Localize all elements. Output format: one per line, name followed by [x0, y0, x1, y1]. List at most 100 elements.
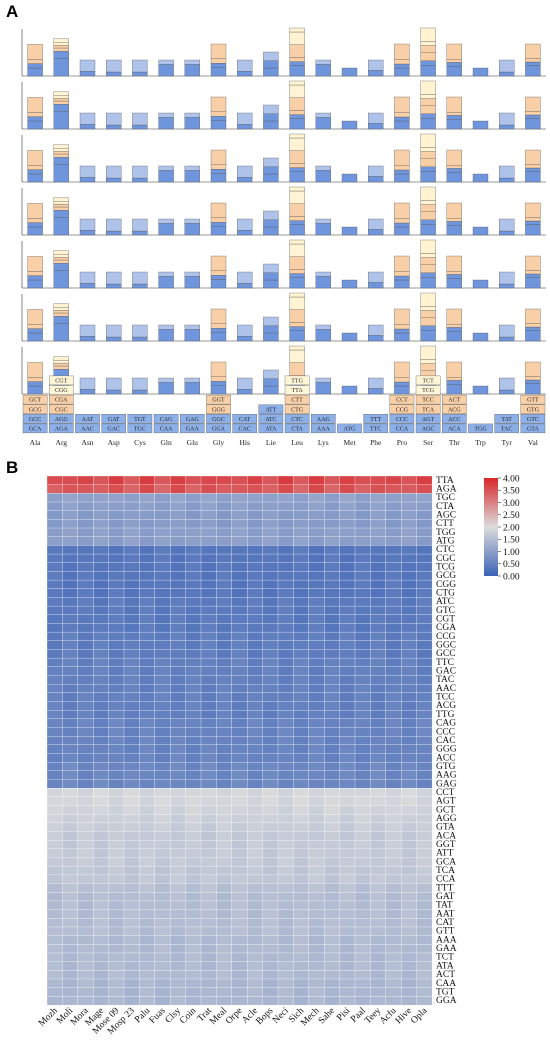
heatmap-cell-GGA-Opla	[416, 996, 433, 1006]
heatmap-cell-TCC-Clsy	[170, 692, 186, 702]
bar-segment-Arg-AGG	[53, 157, 69, 165]
heatmap-row-label-GAT: GAT	[436, 892, 455, 902]
heatmap-cell-CTG-Neci	[277, 588, 294, 598]
heatmap-cell-TCG-Mozh	[46, 562, 63, 572]
heatmap-cell-CAA-Mosp 23	[123, 978, 140, 988]
heatmap-cell-GAG-Acle	[247, 779, 263, 789]
heatmap-cell-CGG-Mech	[308, 579, 325, 589]
codon-label-TCG: TCG	[422, 388, 435, 394]
heatmap-cell-GAG-Teey	[370, 779, 387, 789]
heatmap-cell-AGA-Clsy	[170, 484, 186, 494]
heatmap-cell-TAT-Opla	[416, 900, 433, 910]
heatmap-cell-GCG-Opla	[416, 571, 433, 581]
heatmap-cell-ACG-Sahe	[324, 701, 340, 711]
heatmap-cell-TCA-Mech	[308, 866, 325, 876]
heatmap-cell-GTC-Acle	[247, 605, 263, 616]
bar-segment-Cys-TGC	[132, 230, 148, 236]
bar-segment-Val-GTT	[525, 149, 541, 165]
heatmap-cell-GTA-Clsy	[170, 822, 186, 832]
heatmap-cell-CTA-Paal	[354, 501, 371, 511]
heatmap-cell-GAG-Mech	[308, 779, 325, 789]
codon-cell-CTT	[284, 394, 310, 405]
bar-segment-Phe-TTT	[368, 377, 384, 389]
heatmap-cell-TTA-Teey	[370, 475, 387, 485]
bar-segment-Ser-AGT	[420, 219, 436, 225]
heatmap-cell-AGG-Mose 09	[108, 814, 125, 824]
heatmap-cell-ACT-Fuas	[154, 970, 171, 980]
heatmap-cell-CGC-Trat	[200, 553, 217, 563]
codon-cell-GCG	[22, 404, 48, 414]
bar-segment-Lie-ATT	[263, 104, 279, 114]
bar-segment-Gly-GGT	[210, 361, 227, 377]
bar-segment-Glu-GAA	[184, 276, 200, 289]
codon-label-GGT: GGT	[212, 398, 225, 404]
heatmap-cell-TGT-Trat	[200, 987, 217, 997]
heatmap-cell-CGA-Acle	[247, 623, 263, 633]
heatmap-cell-ATT-Mora	[77, 848, 94, 858]
heatmap-cell-GAT-Coin	[185, 892, 202, 902]
bar-segment-Tyr-TAC	[499, 71, 515, 77]
heatmap-cell-ATT-Sich	[293, 848, 310, 858]
heatmap-cell-AAA-Sahe	[324, 935, 340, 945]
bar-segment-Val-GTC	[525, 273, 541, 278]
bar-segment-Arg-CGC	[53, 47, 69, 52]
heatmap-cell-TTC-Palu	[139, 657, 156, 668]
heatmap-cell-GAC-Bops	[262, 666, 279, 676]
heatmap-cell-CGA-Mora	[77, 623, 94, 633]
heatmap-cell-CGG-Mora	[77, 579, 94, 589]
heatmap-cell-GCG-Acfu	[385, 571, 402, 581]
heatmap-cell-GGA-Orpe	[231, 996, 248, 1006]
heatmap-cell-TTA-Mage	[93, 475, 109, 485]
heatmap-cell-CGC-Pisi	[339, 553, 356, 563]
heatmap-cell-GTT-Palu	[139, 926, 156, 936]
codon-label-GGG: GGG	[212, 407, 226, 413]
bar-segment-Leu-CTA	[289, 118, 305, 130]
heatmap-cell-AGA-Acle	[247, 484, 263, 494]
heatmap-cell-GAT-Pisi	[339, 892, 356, 902]
heatmap-cell-TTT-Coin	[185, 883, 202, 893]
heatmap-cell-CTA-Acle	[247, 501, 263, 511]
heatmap-cell-TGG-Mosp 23	[123, 527, 140, 537]
heatmap-cell-CCT-Paal	[354, 788, 371, 798]
bar-segment-Gly-GGA	[210, 279, 227, 289]
heatmap-cell-TAC-Coin	[185, 675, 202, 685]
heatmap-cell-CTA-Acfu	[385, 501, 402, 511]
heatmap-cell-TAC-Neci	[277, 675, 294, 685]
heatmap-cell-CCA-Opla	[416, 874, 433, 884]
heatmap-cell-CGA-Teey	[370, 623, 387, 633]
bar-segment-Arg-CGG	[53, 201, 69, 205]
codon-label-TTG: TTG	[291, 379, 303, 385]
heatmap-cell-TTA-Orpe	[231, 475, 248, 485]
heatmap-cell-CCG-Acle	[247, 631, 263, 642]
bar-segment-Arg-CGT	[53, 197, 69, 202]
heatmap-cell-TCC-Moli	[62, 692, 79, 702]
heatmap-cell-TTC-Sahe	[324, 657, 340, 668]
heatmap-row-label-TAT: TAT	[436, 901, 453, 911]
heatmap-cell-ACG-Palu	[139, 701, 156, 711]
heatmap-cell-CAG-Hive	[401, 718, 417, 728]
heatmap-cell-CTT-Sich	[293, 519, 310, 529]
bar-segment-Glu-GAA	[184, 64, 200, 77]
bar-segment-Pro-CCT	[394, 96, 410, 113]
bar-segment-Phe-TTT	[368, 59, 384, 71]
codon-label-AAT: AAT	[82, 417, 94, 423]
heatmap-cell-GCC-Palu	[139, 649, 156, 659]
heatmap-cell-GCG-Acle	[247, 571, 263, 581]
heatmap-cell-ATG-Mosp 23	[123, 536, 140, 546]
heatmap-cell-GCC-Teey	[370, 649, 387, 659]
heatmap-cell-TTT-Mora	[77, 883, 94, 893]
heatmap-cell-TTG-Trat	[200, 709, 217, 720]
heatmap-cell-AGT-Palu	[139, 796, 156, 806]
heatmap-cell-GCG-Mech	[308, 571, 325, 581]
bar-segment-Ser-AGT	[420, 166, 436, 172]
heatmap-cell-CAG-Pisi	[339, 718, 356, 728]
bar-segment-Gly-GGC	[210, 116, 227, 121]
bar-segment-Arg-CGT	[53, 38, 69, 43]
heatmap-cell-GGC-Bops	[262, 640, 279, 650]
heatmap-cell-AGC-Coin	[185, 510, 202, 520]
heatmap-cell-CTG-Mage	[93, 588, 109, 598]
codon-label-CGG: CGG	[55, 388, 68, 394]
bar-segment-Leu-CTT	[289, 44, 305, 58]
heatmap-cell-GTG-Sich	[293, 762, 310, 772]
bar-segment-Asn-AAC	[79, 71, 96, 77]
